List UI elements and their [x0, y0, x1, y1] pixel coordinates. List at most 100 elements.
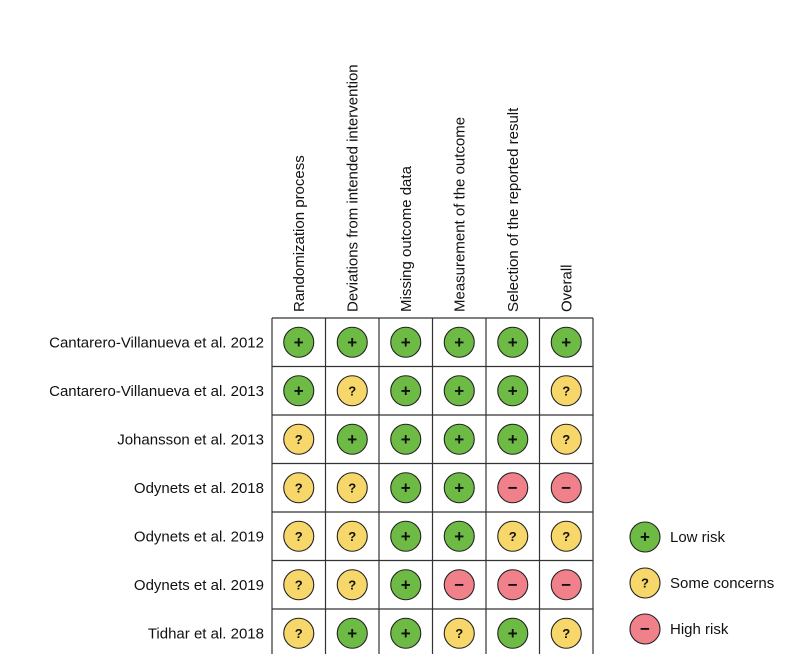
- judgement-symbol: +: [508, 381, 518, 400]
- judgement-symbol: +: [401, 478, 411, 497]
- legend-symbol: +: [640, 528, 650, 547]
- legend-symbol: −: [640, 620, 650, 639]
- judgement-circle: [550, 569, 582, 601]
- judgement-symbol: +: [347, 430, 357, 449]
- legend-swatch: [629, 567, 661, 599]
- judgement-symbol: +: [401, 575, 411, 594]
- judgement-circle: [336, 617, 368, 649]
- judgement-low: +: [390, 520, 422, 552]
- judgement-symbol: +: [347, 624, 357, 643]
- judgement-low: +: [336, 617, 368, 649]
- judgement-symbol: +: [294, 333, 304, 352]
- judgement-symbol: +: [508, 430, 518, 449]
- judgement-low: +: [283, 375, 315, 407]
- judgement-circle: [550, 617, 582, 649]
- judgement-circle: [336, 569, 368, 601]
- judgement-circle: [497, 569, 529, 601]
- judgement-circle: [390, 326, 422, 358]
- judgement-symbol: ?: [348, 577, 356, 592]
- judgement-low: +: [336, 423, 368, 455]
- column-header: Measurement of the outcome: [451, 117, 468, 312]
- judgement-symbol: ?: [295, 480, 303, 495]
- study-label: Odynets et al. 2018: [134, 480, 264, 497]
- judgement-some: ?: [336, 520, 368, 552]
- legend-item-some: ? Some concerns: [629, 567, 774, 599]
- judgement-circle: [336, 375, 368, 407]
- column-header: Selection of the reported result: [505, 107, 522, 312]
- legend-item-low: + Low risk: [629, 521, 726, 553]
- judgement-symbol: −: [508, 478, 518, 497]
- judgement-circle: [497, 472, 529, 504]
- legend-label: Low risk: [670, 529, 726, 546]
- judgement-symbol: +: [454, 430, 464, 449]
- judgement-circle: [390, 375, 422, 407]
- judgement-circle: [497, 520, 529, 552]
- judgement-some: ?: [497, 520, 529, 552]
- judgement-low: +: [390, 472, 422, 504]
- judgement-some: ?: [443, 617, 475, 649]
- judgement-high: −: [550, 569, 582, 601]
- judgement-symbol: +: [454, 333, 464, 352]
- judgement-symbol: +: [454, 381, 464, 400]
- judgement-circle: [497, 326, 529, 358]
- judgement-some: ?: [283, 617, 315, 649]
- judgement-low: +: [443, 472, 475, 504]
- judgement-low: +: [390, 569, 422, 601]
- judgement-symbol: ?: [348, 383, 356, 398]
- judgement-marks: + + + + + + +? + + +?? + + + +??? + + − −?? + +???? + − − −? + +?…: [283, 326, 582, 649]
- judgement-symbol: +: [454, 478, 464, 497]
- judgement-symbol: −: [454, 575, 464, 594]
- judgement-low: +: [497, 423, 529, 455]
- judgement-symbol: +: [401, 430, 411, 449]
- study-label: Tidhar et al. 2018: [148, 625, 264, 642]
- judgement-circle: [283, 617, 315, 649]
- judgement-some: ?: [550, 375, 582, 407]
- row-labels: Cantarero-Villanueva et al. 2012 Cantarer…: [49, 334, 264, 642]
- judgement-circle: [390, 569, 422, 601]
- judgement-symbol: +: [401, 333, 411, 352]
- legend-swatch: [629, 613, 661, 645]
- judgement-circle: [550, 326, 582, 358]
- judgement-symbol: ?: [295, 626, 303, 641]
- judgement-circle: [550, 423, 582, 455]
- judgement-some: ?: [550, 617, 582, 649]
- judgement-circle: [443, 569, 475, 601]
- judgement-some: ?: [336, 375, 368, 407]
- legend: + Low risk ? Some concerns − High risk: [629, 521, 774, 645]
- judgement-circle: [283, 423, 315, 455]
- judgement-symbol: +: [294, 381, 304, 400]
- judgement-high: −: [550, 472, 582, 504]
- judgement-low: +: [443, 326, 475, 358]
- judgement-symbol: +: [401, 624, 411, 643]
- column-header: Randomization process: [291, 155, 308, 312]
- study-label: Odynets et al. 2019: [134, 577, 264, 594]
- judgement-symbol: +: [508, 624, 518, 643]
- judgement-circle: [283, 326, 315, 358]
- judgement-low: +: [497, 375, 529, 407]
- study-label: Cantarero-Villanueva et al. 2013: [49, 383, 264, 400]
- judgement-symbol: ?: [562, 432, 570, 447]
- judgement-circle: [497, 423, 529, 455]
- judgement-low: +: [390, 375, 422, 407]
- judgement-some: ?: [283, 423, 315, 455]
- judgement-symbol: +: [401, 381, 411, 400]
- judgement-low: +: [336, 326, 368, 358]
- judgement-circle: [336, 423, 368, 455]
- study-label: Odynets et al. 2019: [134, 528, 264, 545]
- judgement-circle: [443, 375, 475, 407]
- judgement-low: +: [443, 423, 475, 455]
- judgement-circle: [390, 617, 422, 649]
- judgement-high: −: [443, 569, 475, 601]
- study-label: Cantarero-Villanueva et al. 2012: [49, 334, 264, 351]
- judgement-circle: [443, 472, 475, 504]
- judgement-circle: [283, 472, 315, 504]
- legend-item-high: − High risk: [629, 613, 729, 645]
- judgement-circle: [283, 375, 315, 407]
- judgement-symbol: +: [401, 527, 411, 546]
- judgement-circle: [550, 472, 582, 504]
- judgement-high: −: [497, 569, 529, 601]
- judgement-symbol: ?: [562, 626, 570, 641]
- judgement-circle: [443, 520, 475, 552]
- judgement-some: ?: [336, 472, 368, 504]
- judgement-symbol: ?: [295, 432, 303, 447]
